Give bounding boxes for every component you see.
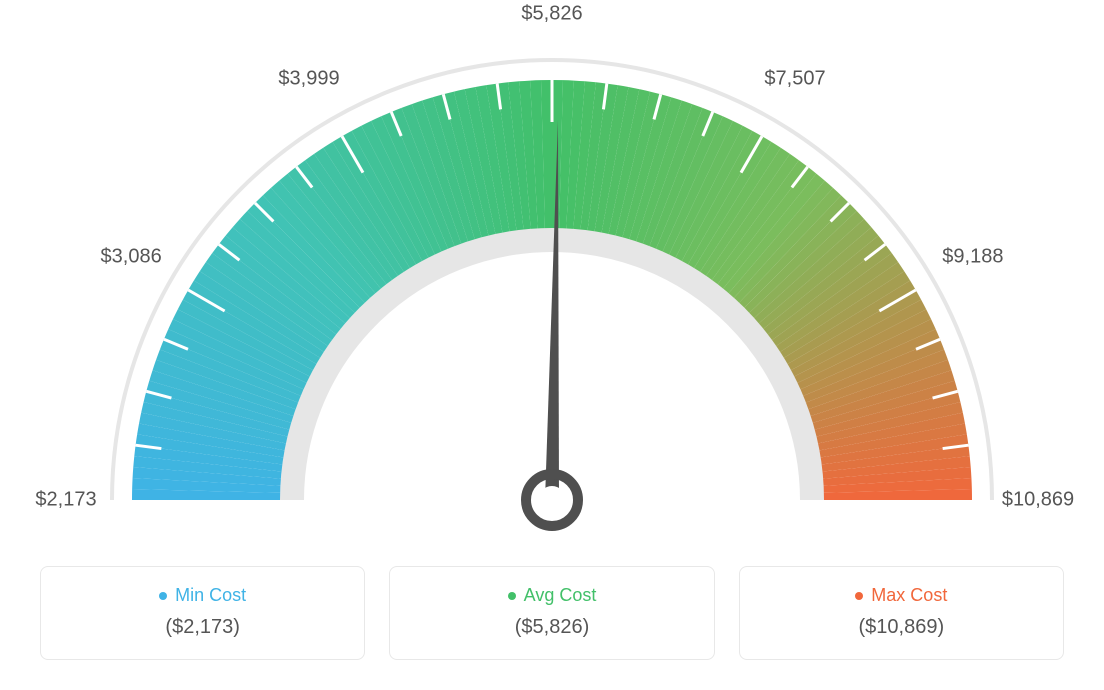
gauge-tick-label: $10,869 <box>1002 489 1074 512</box>
summary-cards: Min Cost ($2,173) Avg Cost ($5,826) Max … <box>40 566 1064 660</box>
dot-icon <box>855 592 863 600</box>
max-cost-label-text: Max Cost <box>871 585 947 606</box>
avg-cost-label: Avg Cost <box>508 585 597 606</box>
dot-icon <box>159 592 167 600</box>
min-cost-card: Min Cost ($2,173) <box>40 566 365 660</box>
avg-cost-card: Avg Cost ($5,826) <box>389 566 714 660</box>
gauge-chart-container: $2,173 $3,086 $3,999 $5,826 $7,507 $9,188 $10,… <box>0 0 1104 690</box>
gauge-tick-label: $5,826 <box>521 3 582 26</box>
gauge-tick-label: $9,188 <box>942 246 1003 269</box>
gauge-tick-label: $2,173 <box>35 489 96 512</box>
gauge-tick-label: $3,999 <box>278 68 339 91</box>
max-cost-card: Max Cost ($10,869) <box>739 566 1064 660</box>
gauge-area: $2,173 $3,086 $3,999 $5,826 $7,507 $9,188 $10,… <box>0 0 1104 540</box>
min-cost-label-text: Min Cost <box>175 585 246 606</box>
avg-cost-label-text: Avg Cost <box>524 585 597 606</box>
gauge-tick-label: $7,507 <box>764 68 825 91</box>
gauge-hub-inner <box>538 486 566 514</box>
max-cost-value: ($10,869) <box>760 616 1043 639</box>
min-cost-label: Min Cost <box>159 585 246 606</box>
max-cost-label: Max Cost <box>855 585 947 606</box>
min-cost-value: ($2,173) <box>61 616 344 639</box>
gauge-svg <box>0 0 1104 540</box>
avg-cost-value: ($5,826) <box>410 616 693 639</box>
gauge-tick-label: $3,086 <box>101 246 162 269</box>
dot-icon <box>508 592 516 600</box>
